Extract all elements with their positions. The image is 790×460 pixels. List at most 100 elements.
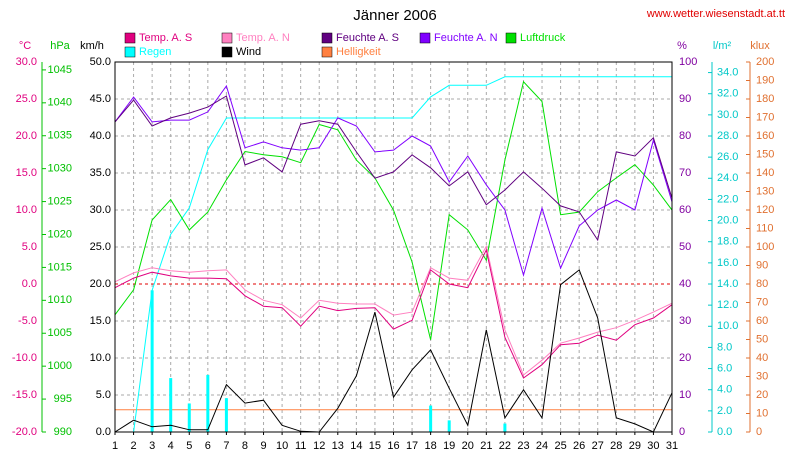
y-tick-label: 12.0 [717,299,738,311]
x-tick-label: 11 [295,440,306,452]
y-tick-label: 1035 [48,130,72,142]
y-tick-label: 5.0 [22,241,37,253]
y-tick-label: 70 [679,167,691,179]
y-tick-label: 40 [679,278,691,290]
series-line [114,95,673,242]
x-tick-label: 28 [610,440,622,452]
y-tick-label: 30 [679,315,691,327]
y-tick-label: 110 [756,222,774,234]
y-tick-label: 10 [679,389,691,401]
legend-swatch [321,32,333,44]
y-tick-label: 4.0 [717,384,732,396]
y-tick-label: 25.0 [90,241,111,253]
y-tick-label: 20 [679,352,691,364]
legend-label: Feuchte A. N [434,32,498,44]
y-tick-label: 1005 [48,327,72,339]
y-tick-label: -15.0 [12,389,37,401]
x-tick-label: 2 [131,440,137,452]
legend-label: Helligkeit [336,46,381,58]
x-tick-label: 1 [112,440,118,452]
y-tick-label: 2.0 [717,405,732,417]
x-tick-label: 31 [666,440,678,452]
rain-bar [169,378,173,432]
series-line [114,84,673,277]
series-line [133,76,672,433]
x-tick-label: 10 [276,440,288,452]
x-tick-label: 24 [536,440,548,452]
series-line [114,244,673,376]
source-link: www.wetter.wiesenstadt.at.tt [646,8,785,20]
x-tick-label: 6 [205,440,211,452]
y-tick-label: 8.0 [717,341,732,353]
legend-swatch [124,32,136,44]
x-tick-label: 19 [443,440,455,452]
axis-unit: hPa [50,40,70,52]
x-tick-label: 30 [647,440,659,452]
y-tick-label: 140 [756,167,774,179]
y-tick-label: -5.0 [18,315,37,327]
y-tick-label: 120 [756,204,774,216]
chart-title: Jänner 2006 [353,7,436,24]
legend-swatch [505,32,517,44]
x-tick-label: 15 [369,440,381,452]
x-tick-label: 22 [499,440,511,452]
y-tick-label: 60 [756,315,768,327]
legend-swatch [321,46,333,58]
x-tick-label: 4 [168,440,174,452]
legend-label: Temp. A. N [236,32,290,44]
y-tick-label: 1015 [48,261,72,273]
y-tick-label: 15.0 [16,167,37,179]
y-tick-label: 26.0 [717,151,738,163]
y-tick-label: 10.0 [717,320,738,332]
plot-frame [114,61,673,433]
y-tick-label: 20.0 [717,214,738,226]
axis-unit: km/h [80,40,104,52]
y-tick-label: 40 [756,352,768,364]
y-tick-label: 22.0 [717,193,738,205]
rain-bar [206,374,210,432]
y-tick-label: 45.0 [90,93,111,105]
y-tick-label: 100 [679,56,697,68]
legend-label: Wind [236,46,261,58]
y-tick-label: 995 [54,393,72,405]
y-tick-label: 1010 [48,294,72,306]
y-tick-label: 16.0 [717,257,738,269]
legend-swatch [221,46,233,58]
y-tick-label: 200 [756,56,774,68]
legend-label: Regen [139,46,171,58]
y-tick-label: 30.0 [16,56,37,68]
y-tick-label: 30.0 [717,109,738,121]
y-tick-label: 20.0 [16,130,37,142]
y-tick-label: 10 [756,407,768,419]
y-tick-label: 50 [756,333,768,345]
y-tick-label: 20.0 [90,278,111,290]
y-tick-label: 150 [756,148,774,160]
y-tick-label: 6.0 [717,362,732,374]
y-tick-label: 24.0 [717,172,738,184]
y-tick-label: 1045 [48,64,72,76]
y-tick-label: 30 [756,370,768,382]
x-tick-label: 23 [517,440,529,452]
legend-swatch [124,46,136,58]
x-tick-label: 26 [573,440,585,452]
y-tick-label: 80 [756,278,768,290]
y-tick-label: 0.0 [717,426,732,438]
legend-swatch [221,32,233,44]
legend-label: Luftdruck [520,32,566,44]
x-tick-label: 18 [425,440,437,452]
axis-unit: % [677,40,687,52]
y-tick-label: 0 [679,426,685,438]
x-tick-label: 27 [592,440,604,452]
y-tick-label: 1020 [48,228,72,240]
x-tick-label: 17 [406,440,418,452]
x-tick-label: 8 [242,440,248,452]
series-line [114,269,673,433]
y-tick-label: -10.0 [12,352,37,364]
y-tick-label: -20.0 [12,426,37,438]
x-tick-label: 5 [186,440,192,452]
y-tick-label: 20 [756,389,768,401]
x-tick-label: 21 [480,440,492,452]
y-tick-label: 40.0 [90,130,111,142]
legend-label: Temp. A. S [139,32,192,44]
axis-unit: °C [19,40,31,52]
